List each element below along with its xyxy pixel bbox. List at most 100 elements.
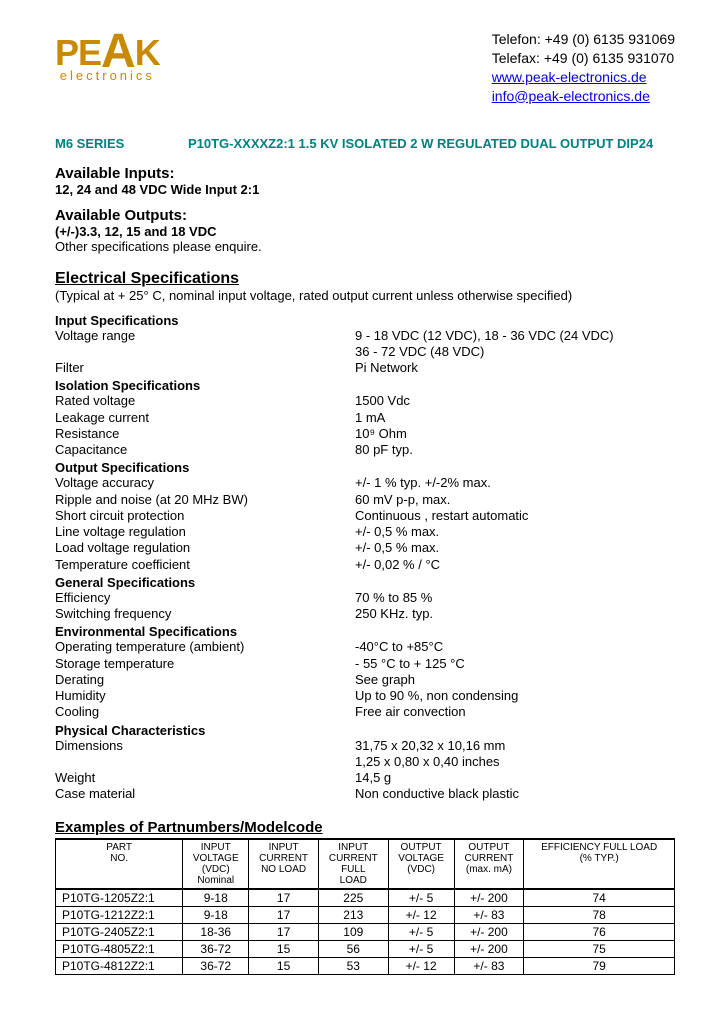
available-inputs-text: 12, 24 and 48 VDC Wide Input 2:1 (55, 182, 675, 197)
table-row: P10TG-4812Z2:136-721553+/- 12+/- 8379 (56, 957, 675, 974)
table-column-header: PARTNO. (56, 839, 183, 889)
spec-value: Continuous , restart automatic (355, 508, 675, 524)
spec-row: DeratingSee graph (55, 672, 675, 688)
spec-label: Dimensions (55, 738, 355, 754)
table-body: P10TG-1205Z2:19-1817225+/- 5+/- 20074P10… (56, 889, 675, 975)
spec-value: 1500 Vdc (355, 393, 675, 409)
spec-value: -40°C to +85°C (355, 639, 675, 655)
series-line: M6 SERIES P10TG-XXXXZ2:1 1.5 KV ISOLATED… (55, 136, 675, 151)
spec-value: See graph (355, 672, 675, 688)
table-cell: P10TG-4812Z2:1 (56, 957, 183, 974)
table-cell: +/- 12 (388, 957, 454, 974)
series-part: P10TG-XXXXZ2:1 1.5 KV ISOLATED 2 W REGUL… (188, 136, 653, 151)
spec-label (55, 344, 355, 360)
table-header: PARTNO.INPUTVOLTAGE(VDC)NominalINPUTCURR… (56, 839, 675, 889)
spec-label: Switching frequency (55, 606, 355, 622)
table-cell: +/- 200 (454, 940, 524, 957)
table-cell: +/- 5 (388, 940, 454, 957)
spec-value: Up to 90 %, non condensing (355, 688, 675, 704)
spec-row: Ripple and noise (at 20 MHz BW)60 mV p-p… (55, 492, 675, 508)
spec-row: Load voltage regulation+/- 0,5 % max. (55, 540, 675, 556)
env-spec-head: Environmental Specifications (55, 624, 675, 639)
spec-row: 36 - 72 VDC (48 VDC) (55, 344, 675, 360)
spec-row: HumidityUp to 90 %, non condensing (55, 688, 675, 704)
spec-row: Temperature coefficient+/- 0,02 % / °C (55, 557, 675, 573)
spec-label: Load voltage regulation (55, 540, 355, 556)
spec-label: Voltage range (55, 328, 355, 344)
spec-value: 31,75 x 20,32 x 10,16 mm (355, 738, 675, 754)
spec-value: Free air convection (355, 704, 675, 720)
table-cell: +/- 12 (388, 906, 454, 923)
contact-block: Telefon: +49 (0) 6135 931069 Telefax: +4… (492, 30, 675, 106)
table-cell: 79 (524, 957, 675, 974)
table-cell: 9-18 (183, 889, 249, 907)
spec-row: Operating temperature (ambient)-40°C to … (55, 639, 675, 655)
table-cell: +/- 5 (388, 923, 454, 940)
table-cell: P10TG-1212Z2:1 (56, 906, 183, 923)
spec-row: Resistance10⁹ Ohm (55, 426, 675, 442)
spec-row: 1,25 x 0,80 x 0,40 inches (55, 754, 675, 770)
available-outputs-head: Available Outputs: (55, 207, 675, 224)
table-cell: +/- 5 (388, 889, 454, 907)
spec-value: Pi Network (355, 360, 675, 376)
table-cell: 74 (524, 889, 675, 907)
table-column-header: INPUTCURRENTNO LOAD (249, 839, 319, 889)
table-cell: 213 (318, 906, 388, 923)
logo-a: A (101, 25, 135, 78)
spec-value: +/- 1 % typ. +/-2% max. (355, 475, 675, 491)
table-cell: 17 (249, 889, 319, 907)
spec-row: Weight14,5 g (55, 770, 675, 786)
elec-spec-note: (Typical at + 25° C, nominal input volta… (55, 288, 675, 303)
spec-row: Leakage current1 mA (55, 410, 675, 426)
table-cell: 15 (249, 957, 319, 974)
spec-label: Operating temperature (ambient) (55, 639, 355, 655)
table-cell: 53 (318, 957, 388, 974)
spec-row: Line voltage regulation+/- 0,5 % max. (55, 524, 675, 540)
spec-row: Voltage range9 - 18 VDC (12 VDC), 18 - 3… (55, 328, 675, 344)
table-column-header: INPUTVOLTAGE(VDC)Nominal (183, 839, 249, 889)
table-cell: +/- 83 (454, 957, 524, 974)
table-row: P10TG-2405Z2:118-3617109+/- 5+/- 20076 (56, 923, 675, 940)
spec-row: Short circuit protectionContinuous , res… (55, 508, 675, 524)
spec-value: 9 - 18 VDC (12 VDC), 18 - 36 VDC (24 VDC… (355, 328, 675, 344)
examples-head: Examples of Partnumbers/Modelcode (55, 819, 675, 836)
spec-label: Humidity (55, 688, 355, 704)
table-cell: P10TG-2405Z2:1 (56, 923, 183, 940)
table-cell: 17 (249, 906, 319, 923)
table-cell: +/- 200 (454, 889, 524, 907)
general-spec-head: General Specifications (55, 575, 675, 590)
spec-value: 1 mA (355, 410, 675, 426)
spec-row: Dimensions31,75 x 20,32 x 10,16 mm (55, 738, 675, 754)
contact-email-link[interactable]: info@peak-electronics.de (492, 88, 650, 104)
table-row: P10TG-1205Z2:19-1817225+/- 5+/- 20074 (56, 889, 675, 907)
output-spec-head: Output Specifications (55, 460, 675, 475)
table-column-header: EFFICIENCY FULL LOAD(% TYP.) (524, 839, 675, 889)
spec-row: Efficiency70 % to 85 % (55, 590, 675, 606)
table-cell: +/- 200 (454, 923, 524, 940)
spec-label (55, 754, 355, 770)
isolation-spec-head: Isolation Specifications (55, 378, 675, 393)
spec-label: Cooling (55, 704, 355, 720)
spec-row: Storage temperature- 55 °C to + 125 °C (55, 656, 675, 672)
spec-value: 250 KHz. typ. (355, 606, 675, 622)
spec-label: Temperature coefficient (55, 557, 355, 573)
series-label: M6 SERIES (55, 136, 124, 151)
table-cell: +/- 83 (454, 906, 524, 923)
table-cell: P10TG-4805Z2:1 (56, 940, 183, 957)
table-cell: 76 (524, 923, 675, 940)
logo-text: PEAK (55, 30, 160, 71)
spec-row: CoolingFree air convection (55, 704, 675, 720)
table-cell: 15 (249, 940, 319, 957)
available-inputs-head: Available Inputs: (55, 165, 675, 182)
table-column-header: INPUTCURRENTFULLLOAD (318, 839, 388, 889)
partnumber-table: PARTNO.INPUTVOLTAGE(VDC)NominalINPUTCURR… (55, 838, 675, 975)
contact-web-link[interactable]: www.peak-electronics.de (492, 69, 647, 85)
table-cell: 78 (524, 906, 675, 923)
spec-label: Ripple and noise (at 20 MHz BW) (55, 492, 355, 508)
spec-value: 14,5 g (355, 770, 675, 786)
page-header: PEAK electronics Telefon: +49 (0) 6135 9… (55, 30, 675, 106)
spec-label: Case material (55, 786, 355, 802)
spec-value: 80 pF typ. (355, 442, 675, 458)
available-note: Other specifications please enquire. (55, 239, 675, 254)
table-cell: 225 (318, 889, 388, 907)
